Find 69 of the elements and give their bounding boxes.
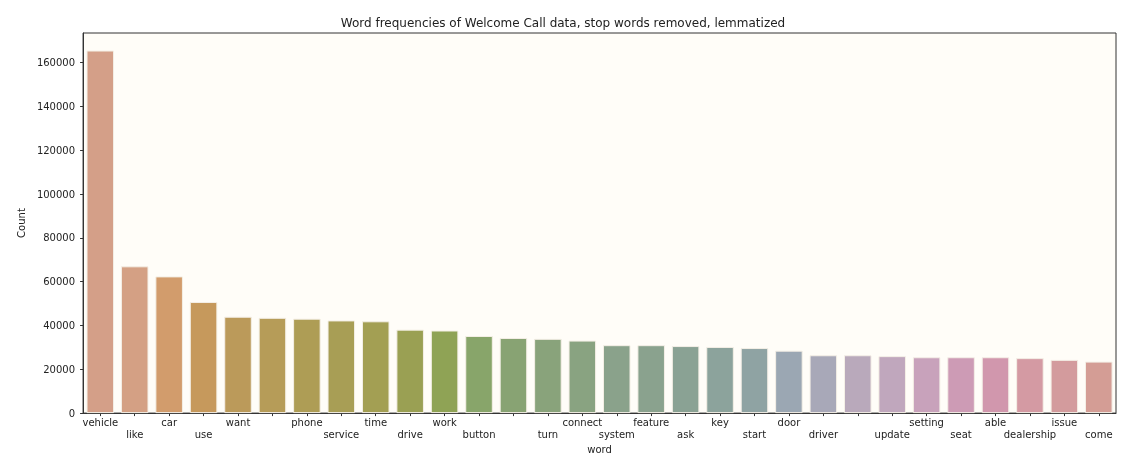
x-tick-label: use	[194, 428, 213, 440]
x-axis-title: word	[587, 443, 612, 455]
bar	[293, 318, 321, 414]
x-tick-label: vehicle	[82, 416, 119, 428]
bar	[809, 355, 838, 414]
x-tick-label: setting	[909, 416, 944, 428]
x-tick-label: want	[225, 416, 251, 428]
x-tick-label: update	[874, 428, 910, 440]
y-axis-title: Count	[15, 208, 27, 238]
x-tick-label: service	[323, 428, 360, 440]
y-tick-label: 60000	[43, 276, 76, 288]
bar	[327, 320, 356, 414]
x-tick-label: driver	[808, 428, 839, 440]
x-tick-label: start	[742, 428, 767, 440]
bar	[430, 330, 459, 414]
x-tick-label: able	[984, 416, 1007, 428]
bar	[155, 276, 183, 414]
bar	[258, 317, 287, 414]
y-tick-label: 120000	[36, 144, 76, 156]
bar	[775, 350, 803, 414]
bar	[981, 357, 1010, 414]
bar	[120, 266, 149, 414]
x-tick-label: connect	[562, 416, 603, 428]
x-tick-label: come	[1085, 428, 1113, 440]
x-tick-label: system	[598, 428, 635, 440]
bar	[1085, 361, 1113, 414]
bar	[844, 355, 872, 414]
x-tick-label: key	[711, 416, 729, 428]
bar	[671, 346, 700, 414]
x-tick-label: turn	[537, 428, 559, 440]
bar	[86, 50, 115, 414]
x-tick-label: like	[126, 428, 144, 440]
bar	[912, 357, 941, 414]
bar	[706, 346, 734, 414]
x-tick-label: door	[777, 416, 802, 428]
y-tick-label: 160000	[36, 57, 76, 69]
bar	[947, 357, 975, 414]
x-tick-label: dealership	[1003, 428, 1057, 440]
y-tick-label: 0	[68, 407, 76, 419]
x-tick-label: ask	[677, 428, 695, 440]
bar	[499, 337, 528, 414]
bar	[465, 335, 493, 414]
bar	[396, 329, 424, 414]
x-tick-label: time	[364, 416, 388, 428]
x-tick-label: phone	[291, 416, 323, 428]
x-tick-label: seat	[950, 428, 972, 440]
x-tick-label: car	[161, 416, 178, 428]
x-tick-label: work	[432, 416, 457, 428]
x-tick-label: feature	[633, 416, 670, 428]
chart-title: Word frequencies of Welcome Call data, stop words removed, lemmatized	[340, 16, 786, 30]
bar	[1016, 358, 1044, 414]
bar	[602, 345, 631, 414]
bar	[568, 340, 597, 414]
bar	[189, 302, 218, 414]
y-tick-label: 80000	[43, 232, 76, 244]
x-tick-label: drive	[397, 428, 423, 440]
y-tick-label: 140000	[36, 100, 76, 112]
bar	[224, 316, 252, 414]
x-tick-label: issue	[1051, 416, 1078, 428]
bar	[1050, 359, 1079, 414]
bar	[740, 348, 769, 414]
y-tick-label: 20000	[43, 363, 76, 375]
x-tick-label: button	[462, 428, 496, 440]
bar	[878, 356, 906, 414]
bar	[637, 345, 665, 414]
y-tick-label: 100000	[36, 188, 76, 200]
bar	[534, 338, 562, 414]
bar	[361, 321, 390, 414]
y-tick-label: 40000	[43, 319, 76, 331]
